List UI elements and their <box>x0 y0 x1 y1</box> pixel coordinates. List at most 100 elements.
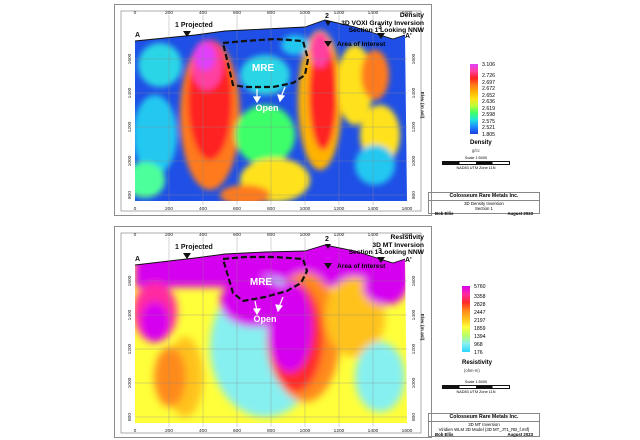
drillhole-3-label: 3 <box>378 248 382 255</box>
resistivity-section-label: Section 1 Looking NNW <box>348 249 424 257</box>
svg-text:1600: 1600 <box>402 428 413 434</box>
svg-text:800: 800 <box>411 413 417 421</box>
y-axis-ticks: 1600 1400 1200 1000 800 1600 1400 1200 1… <box>127 275 417 421</box>
resistivity-section-panel: MRE Open 1 Projected 2 3 A A' 0 200 400 … <box>114 226 432 438</box>
svg-text:400: 400 <box>199 206 207 212</box>
drillhole-2-label: 2 <box>325 13 329 20</box>
svg-text:1600: 1600 <box>402 232 413 238</box>
svg-text:800: 800 <box>411 191 417 199</box>
drillhole-3-marker <box>377 257 385 263</box>
area-of-interest-icon <box>324 41 332 48</box>
section-frame <box>120 10 422 212</box>
resistivity-section-svg: MRE Open 1 Projected 2 3 A A' 0 200 400 … <box>120 232 425 434</box>
svg-text:1200: 1200 <box>411 121 417 132</box>
svg-text:1000: 1000 <box>300 206 311 212</box>
open-arrows <box>252 86 286 104</box>
svg-text:400: 400 <box>199 232 207 238</box>
svg-text:800: 800 <box>267 206 275 212</box>
topography-line <box>134 19 406 42</box>
resistivity-title-block: Resistivity 3D MT Inversion Section 1 Lo… <box>316 234 424 257</box>
density-info-box: Colosseum Rare Metals Inc. 3D Density In… <box>428 192 540 216</box>
mre-outline <box>221 255 309 303</box>
density-title: Density <box>399 12 424 19</box>
drillhole-1-label: 1 Projected <box>175 244 213 251</box>
svg-text:1400: 1400 <box>127 87 133 98</box>
svg-text:1000: 1000 <box>127 155 133 166</box>
svg-text:0: 0 <box>134 10 137 16</box>
elevation-axis-label: Elev (m asl) <box>419 92 425 119</box>
drillhole-3-label: 3 <box>378 24 382 31</box>
density-subtitle: 3D VOXI Gravity Inversion <box>341 19 424 27</box>
svg-text:1200: 1200 <box>127 121 133 132</box>
drillhole-1-label: 1 Projected <box>175 22 213 29</box>
drillhole-2-marker <box>325 21 331 26</box>
svg-text:0: 0 <box>134 428 137 434</box>
svg-text:400: 400 <box>199 428 207 434</box>
resistivity-color-ramp <box>462 286 470 352</box>
svg-text:1000: 1000 <box>300 232 311 238</box>
section-start-label: A <box>135 32 140 39</box>
svg-text:200: 200 <box>165 206 173 212</box>
svg-text:1400: 1400 <box>127 309 133 320</box>
svg-text:1400: 1400 <box>411 87 417 98</box>
svg-text:1200: 1200 <box>411 343 417 354</box>
svg-text:1600: 1600 <box>411 53 417 64</box>
svg-text:1200: 1200 <box>334 428 345 434</box>
svg-text:1400: 1400 <box>368 206 379 212</box>
svg-text:200: 200 <box>165 232 173 238</box>
drillhole-1-marker <box>183 31 191 37</box>
topography-line <box>134 244 406 266</box>
svg-text:1000: 1000 <box>300 10 311 16</box>
drillhole-3-marker <box>377 33 385 39</box>
svg-text:200: 200 <box>165 428 173 434</box>
svg-text:800: 800 <box>267 10 275 16</box>
grid-lines <box>135 15 407 205</box>
svg-text:1000: 1000 <box>411 155 417 166</box>
section-end-label: A' <box>405 257 412 264</box>
density-scale-bar: Scale 1:5000 NAD83 UTM Zone 11N <box>434 156 518 176</box>
svg-text:1600: 1600 <box>402 206 413 212</box>
resistivity-info-box: Colosseum Rare Metals Inc. 3D MT Inversi… <box>428 413 540 437</box>
section-start-label: A <box>135 256 140 263</box>
svg-text:1600: 1600 <box>411 275 417 286</box>
svg-text:1600: 1600 <box>127 275 133 286</box>
svg-text:1000: 1000 <box>300 428 311 434</box>
svg-text:600: 600 <box>233 206 241 212</box>
drillhole-2-label: 2 <box>325 236 329 243</box>
mre-outline <box>221 37 310 89</box>
svg-text:1000: 1000 <box>127 377 133 388</box>
elevation-axis-label: Elev (m asl) <box>419 314 425 341</box>
resistivity-subtitle: 3D MT Inversion <box>372 241 424 249</box>
svg-text:1400: 1400 <box>368 10 379 16</box>
drillhole-1-marker <box>183 253 191 259</box>
mre-label: MRE <box>252 63 275 74</box>
svg-text:800: 800 <box>127 413 133 421</box>
area-of-interest-icon <box>324 263 332 270</box>
svg-text:600: 600 <box>233 428 241 434</box>
resistivity-title: Resistivity <box>390 234 424 241</box>
mre-label: MRE <box>250 277 273 288</box>
density-title-block: Density 3D VOXI Gravity Inversion Sectio… <box>316 12 424 35</box>
svg-text:1200: 1200 <box>127 343 133 354</box>
resistivity-area-of-interest-key: Area of Interest <box>324 263 385 270</box>
drillhole-2-marker <box>325 244 331 249</box>
section-end-label: A' <box>405 33 412 40</box>
svg-text:1600: 1600 <box>402 10 413 16</box>
svg-text:800: 800 <box>267 232 275 238</box>
svg-text:600: 600 <box>233 232 241 238</box>
resistivity-heatmap <box>135 245 407 423</box>
svg-text:800: 800 <box>127 191 133 199</box>
svg-text:0: 0 <box>134 232 137 238</box>
svg-text:200: 200 <box>165 10 173 16</box>
svg-text:1400: 1400 <box>368 428 379 434</box>
section-frame <box>120 232 422 434</box>
x-axis-ticks: 0 200 400 600 800 1000 1200 1400 1600 0 … <box>134 232 413 434</box>
resistivity-legend-title: Resistivity <box>462 360 493 366</box>
resistivity-scale-bar: Scale 1:5000 NAD83 UTM Zone 11N <box>434 380 518 400</box>
svg-text:1200: 1200 <box>334 10 345 16</box>
svg-text:1000: 1000 <box>411 377 417 388</box>
open-label: Open <box>255 103 278 113</box>
y-axis-ticks: 1600 1400 1200 1000 800 1600 1400 1200 1… <box>127 53 417 199</box>
density-legend-title: Density <box>470 140 492 146</box>
svg-text:400: 400 <box>199 10 207 16</box>
